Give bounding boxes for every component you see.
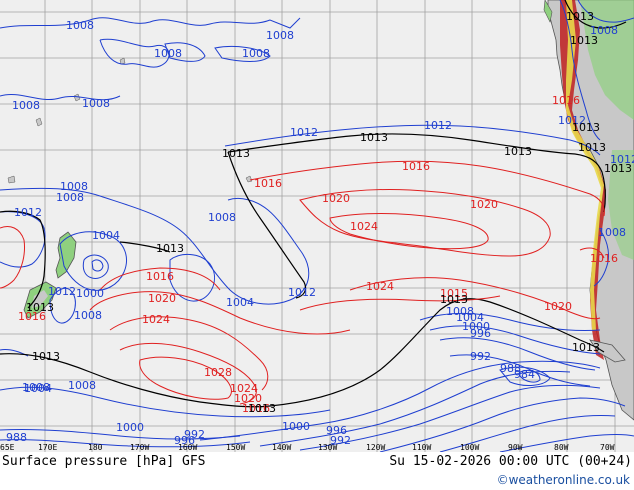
land-south-america	[543, 0, 634, 421]
longitude-label: 120W	[366, 443, 385, 452]
longitude-label: 65E	[0, 443, 15, 452]
longitude-label: 90W	[508, 443, 523, 452]
isobar-label: 1000	[282, 420, 310, 433]
isobar-label: 1013	[32, 350, 60, 363]
caption-bar	[0, 452, 634, 490]
isobar-label: 1008	[154, 47, 182, 60]
isobar-label: 988	[500, 362, 521, 375]
isobar-label: 1020	[470, 198, 498, 211]
isobar-label: 1012	[558, 114, 586, 127]
isobar-label: 1020	[234, 392, 262, 405]
isobar-labels: 1008 1008 1008 1008 1008 1008 1008 1008 …	[6, 10, 634, 447]
isobar-label: 996	[326, 424, 347, 437]
isobar-label: 992	[470, 350, 491, 363]
isobar-label: 1013	[504, 145, 532, 158]
isobar-label: 1012	[288, 286, 316, 299]
isobar-label: 1008	[208, 211, 236, 224]
longitude-label: 110W	[412, 443, 431, 452]
isobar-label: 1008	[66, 19, 94, 32]
isobar-label: 1008	[12, 99, 40, 112]
isobars-reference	[0, 0, 627, 408]
isobar-label: 1000	[116, 421, 144, 434]
isobar-label: 1008	[56, 191, 84, 204]
isobar-label: 1004	[226, 296, 254, 309]
isobar-label: 1016	[254, 177, 282, 190]
isobar-label: 1008	[590, 24, 618, 37]
isobar-label: 1004	[92, 229, 120, 242]
isobar-label: 1013	[604, 162, 632, 175]
isobar-label: 1015	[440, 287, 468, 300]
isobar-label: 1012	[48, 285, 76, 298]
longitude-label: 150W	[226, 443, 245, 452]
isobar-label: 1013	[248, 402, 276, 415]
longitude-label: 160W	[178, 443, 197, 452]
isobar-label: 1008	[82, 97, 110, 110]
pressure-map: 1008 1008 1008 1008 1008 1008 1008 1008 …	[0, 0, 634, 458]
isobar-label: 1008	[22, 381, 50, 394]
isobar-label: 1024	[230, 382, 258, 395]
isobar-label: 1020	[148, 292, 176, 305]
longitude-label: 140W	[272, 443, 291, 452]
isobar-label: 1013	[156, 242, 184, 255]
longitude-label: 130W	[318, 443, 337, 452]
isobars-high	[0, 160, 605, 405]
longitude-label: 70W	[600, 443, 615, 452]
longitude-label: 80W	[554, 443, 569, 452]
valid-time: Su 15-02-2026 00:00 UTC (00+24)	[389, 454, 632, 469]
isobar-label: 1016	[242, 402, 270, 415]
isobar-label: 1008	[74, 309, 102, 322]
isobar-label: 1013	[578, 141, 606, 154]
isobar-label: 1000	[76, 287, 104, 300]
isobar-label: 1020	[322, 192, 350, 205]
isobar-label: 1004	[24, 382, 52, 395]
isobar-label: 1024	[350, 220, 378, 233]
credit-link[interactable]: ©weatheronline.co.uk	[496, 473, 630, 487]
isobar-label: 1008	[446, 305, 474, 318]
isobars-low	[0, 0, 634, 453]
isobar-label: 992	[184, 428, 205, 441]
longitude-label: 170E	[38, 443, 57, 452]
isobar-label: 1013	[566, 10, 594, 23]
graticule	[0, 0, 634, 452]
longitude-label: 170W	[130, 443, 149, 452]
isobar-label: 1024	[142, 313, 170, 326]
isobar-label: 1024	[366, 280, 394, 293]
isobar-label: 1008	[266, 29, 294, 42]
isobar-label: 1008	[598, 226, 626, 239]
isobar-label: 1000	[462, 320, 490, 333]
isobar-label: 1008	[68, 379, 96, 392]
isobar-label: 1012	[610, 153, 634, 166]
isobar-label: 1012	[14, 206, 42, 219]
longitude-label: 180	[88, 443, 103, 452]
longitude-axis: 65E 170E 180 170W 160W 150W 140W 130W 12…	[0, 443, 615, 452]
isobar-label: 1016	[18, 310, 46, 323]
isobar-label: 1016	[590, 252, 618, 265]
isobar-label: 1013	[572, 341, 600, 354]
isobar-label: 1013	[440, 293, 468, 306]
isobar-label: 996	[174, 434, 195, 447]
isobar-label: 1008	[242, 47, 270, 60]
isobar-label: 1013	[570, 34, 598, 47]
isobar-label: 1016	[402, 160, 430, 173]
longitude-label: 100W	[460, 443, 479, 452]
isobar-label: 1028	[204, 366, 232, 379]
isobar-label: 984	[514, 368, 535, 381]
isobar-label: 1013	[26, 301, 54, 314]
isobar-label: 988	[6, 431, 27, 444]
isobar-label: 1020	[544, 300, 572, 313]
isobar-label: 1004	[456, 311, 484, 324]
isobar-label: 1012	[290, 126, 318, 139]
isobar-label: 1013	[360, 131, 388, 144]
isobar-label: 992	[330, 434, 351, 447]
isobar-label: 996	[470, 327, 491, 340]
isobar-label: 1016	[552, 94, 580, 107]
isobar-label: 1013	[222, 147, 250, 160]
map-title: Surface pressure [hPa] GFS	[2, 454, 206, 469]
isobar-label: 1008	[60, 180, 88, 193]
isobar-label: 1016	[146, 270, 174, 283]
isobar-label: 1012	[424, 119, 452, 132]
isobar-label: 1013	[572, 121, 600, 134]
